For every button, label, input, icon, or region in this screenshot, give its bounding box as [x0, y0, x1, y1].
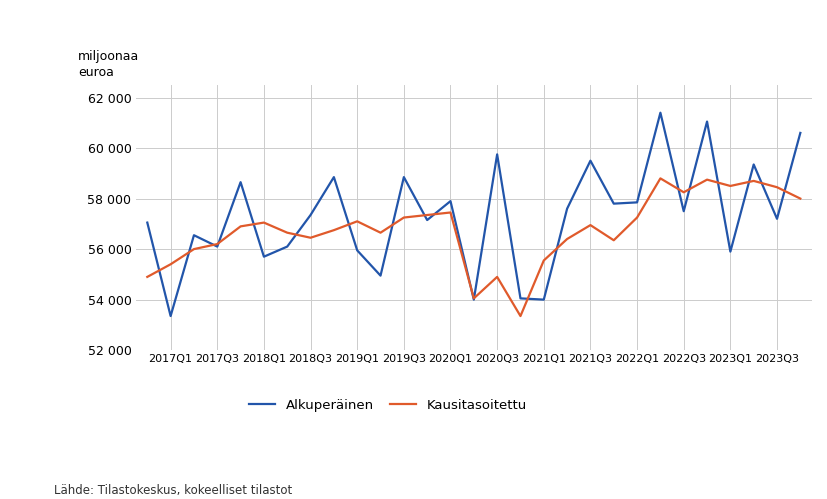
Alkuperäinen: [562, 206, 572, 212]
Alkuperäinen: [446, 198, 456, 204]
Kausitasoitettu: [399, 215, 409, 221]
Kausitasoitettu: [142, 274, 152, 280]
Alkuperäinen: [609, 201, 619, 207]
Alkuperäinen: [702, 119, 712, 125]
Kausitasoitettu: [165, 261, 175, 267]
Kausitasoitettu: [562, 236, 572, 242]
Kausitasoitettu: [796, 196, 805, 202]
Kausitasoitettu: [282, 230, 292, 236]
Kausitasoitettu: [632, 215, 642, 221]
Alkuperäinen: [469, 296, 479, 302]
Alkuperäinen: [725, 249, 735, 254]
Alkuperäinen: [213, 244, 222, 250]
Alkuperäinen: [679, 208, 689, 214]
Kausitasoitettu: [259, 220, 269, 226]
Alkuperäinen: [142, 220, 152, 226]
Kausitasoitettu: [213, 241, 222, 247]
Line: Kausitasoitettu: Kausitasoitettu: [147, 178, 801, 316]
Alkuperäinen: [748, 162, 758, 168]
Alkuperäinen: [165, 313, 175, 319]
Kausitasoitettu: [515, 313, 525, 319]
Text: miljoonaa
euroa: miljoonaa euroa: [78, 50, 140, 79]
Text: Lähde: Tilastokeskus, kokeelliset tilastot: Lähde: Tilastokeskus, kokeelliset tilast…: [54, 484, 292, 497]
Kausitasoitettu: [189, 246, 199, 252]
Alkuperäinen: [189, 232, 199, 238]
Alkuperäinen: [423, 217, 433, 223]
Alkuperäinen: [492, 151, 502, 157]
Kausitasoitettu: [423, 212, 433, 218]
Kausitasoitettu: [469, 295, 479, 301]
Alkuperäinen: [375, 272, 385, 278]
Alkuperäinen: [282, 244, 292, 250]
Alkuperäinen: [352, 248, 362, 253]
Kausitasoitettu: [539, 257, 549, 263]
Line: Alkuperäinen: Alkuperäinen: [147, 113, 801, 316]
Kausitasoitettu: [586, 222, 595, 228]
Kausitasoitettu: [352, 219, 362, 225]
Kausitasoitettu: [772, 184, 782, 190]
Kausitasoitettu: [306, 235, 316, 241]
Kausitasoitettu: [375, 230, 385, 236]
Kausitasoitettu: [446, 210, 456, 216]
Alkuperäinen: [515, 295, 525, 301]
Alkuperäinen: [656, 110, 666, 116]
Alkuperäinen: [399, 174, 409, 180]
Kausitasoitettu: [492, 274, 502, 280]
Alkuperäinen: [306, 212, 316, 218]
Kausitasoitettu: [329, 227, 339, 233]
Alkuperäinen: [539, 296, 549, 302]
Kausitasoitettu: [656, 175, 666, 181]
Kausitasoitettu: [725, 183, 735, 189]
Kausitasoitettu: [679, 189, 689, 195]
Alkuperäinen: [772, 216, 782, 222]
Alkuperäinen: [236, 179, 246, 185]
Kausitasoitettu: [236, 224, 246, 230]
Alkuperäinen: [329, 174, 339, 180]
Alkuperäinen: [586, 158, 595, 164]
Kausitasoitettu: [748, 178, 758, 184]
Alkuperäinen: [632, 200, 642, 206]
Alkuperäinen: [796, 130, 805, 136]
Kausitasoitettu: [609, 237, 619, 243]
Legend: Alkuperäinen, Kausitasoitettu: Alkuperäinen, Kausitasoitettu: [244, 394, 533, 418]
Kausitasoitettu: [702, 177, 712, 183]
Alkuperäinen: [259, 253, 269, 259]
